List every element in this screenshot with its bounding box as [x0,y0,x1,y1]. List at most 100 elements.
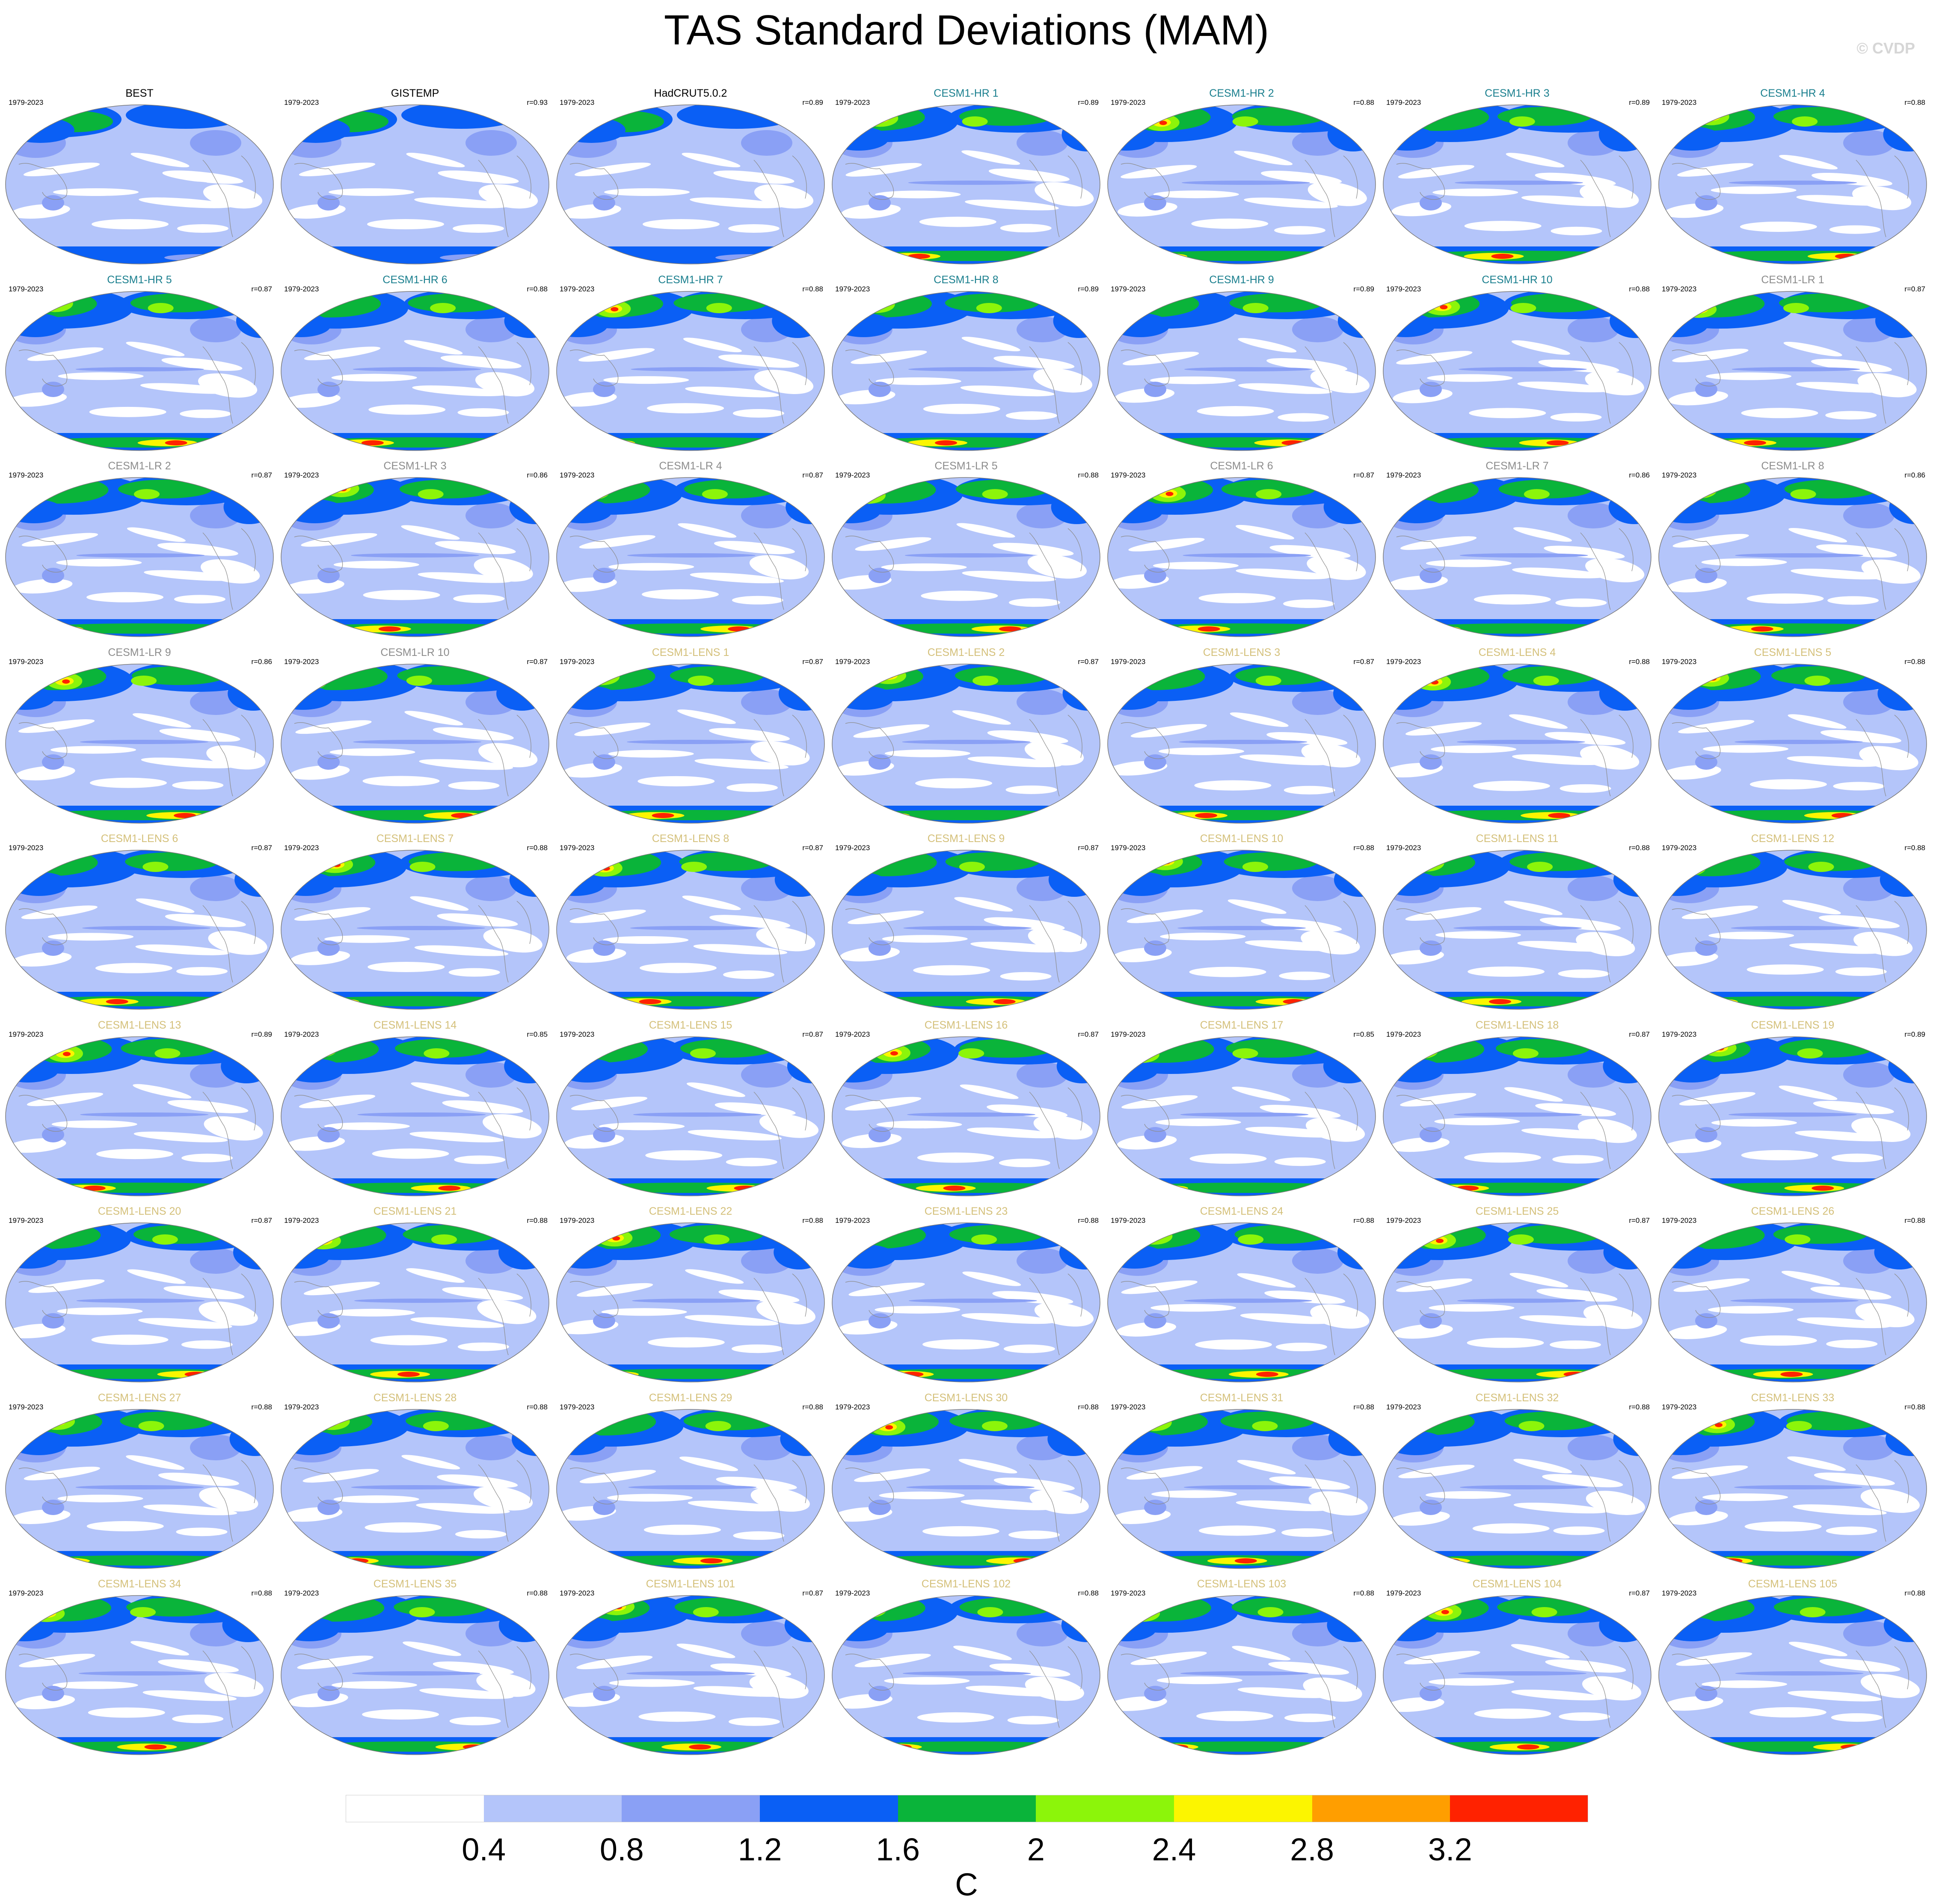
arctic-variance-region [1662,127,1722,151]
low-variance-band [683,337,742,352]
global-map [1658,1409,1927,1569]
global-map [1383,663,1651,824]
map-border [1383,291,1651,451]
low-variance-band [1857,373,1917,397]
panel-correlation: r=0.88 [1904,1403,1925,1411]
alaska-variance [133,489,160,499]
map-panel: CESM1-HR 3 1979-2023 r=0.89 [1379,86,1655,273]
antarctic-ring [1405,810,1636,820]
map-border [1383,104,1651,264]
low-variance-band [685,1269,744,1284]
low-variance-band [754,184,814,209]
panel-grid: BEST 1979-2023 GISTEMP 1979-2023 r=0.93 HadCR… [5,86,1927,1755]
map-border [832,104,1100,264]
arctic-variance-region [674,1598,769,1616]
alaska-variance [981,1421,1008,1431]
low-variance-band [1189,1153,1267,1164]
low-variance-band [1536,1288,1618,1302]
low-variance-band [1232,1646,1291,1661]
low-variance-band [1155,1118,1241,1126]
low-variance-band [1236,525,1295,540]
panel-period: 1979-2023 [835,1216,870,1225]
colorbar-tick: 3.2 [1428,1832,1472,1867]
panel-title: CESM1-HR 5 [107,273,172,286]
low-variance-band [961,336,1020,351]
map-panel: CESM1-LENS 30 1979-2023 r=0.88 [828,1391,1104,1578]
low-variance-band [416,1503,510,1514]
antarctic-max [326,999,349,1004]
low-variance-band [1740,221,1817,232]
global-map [1383,291,1651,451]
alaska-variance [409,1607,435,1617]
global-map [556,663,825,824]
low-variance-band [411,1082,470,1097]
global-map [832,1036,1100,1196]
equatorial-band [1735,553,1864,558]
australia-patch [869,568,891,583]
siberia-peak [22,857,42,866]
map-border [1383,477,1651,637]
siberia-max [317,1047,325,1052]
polar-cap [832,1754,1100,1755]
arctic-variance-region [1110,313,1170,337]
map-panel: CESM1-LR 10 1979-2023 r=0.87 [277,646,553,832]
coastline [1121,1087,1358,1169]
panel-period: 1979-2023 [284,1403,319,1411]
low-variance-band [1396,350,1473,365]
low-variance-band [297,1655,374,1670]
low-variance-band [1398,165,1475,179]
low-variance-band [433,1661,514,1675]
australia-patch [42,940,64,956]
colorbar-swatch [346,1795,484,1822]
low-variance-band [1310,368,1370,393]
antarctic-ring [1130,1741,1361,1752]
low-variance-band [1266,358,1348,371]
polar-cap [557,636,824,637]
low-variance-band [638,1711,716,1722]
arctic-variance-region [6,1409,102,1435]
alaska-variance [424,1048,450,1059]
polar-cap [1383,1754,1651,1755]
low-variance-band [970,941,1064,953]
low-variance-band [1227,899,1287,914]
panel-title: CESM1-LENS 4 [1478,646,1556,658]
arctic-variance-region [833,685,894,710]
antarctic-max [652,813,674,818]
polar-cap [6,1195,273,1196]
antarctic-ring [1681,1555,1912,1566]
map-border [1658,291,1927,451]
map-border [281,1222,549,1382]
low-variance-band [690,197,784,208]
coastline [1121,528,1358,610]
antarctic-ring [854,810,1085,820]
low-variance-band [1512,567,1606,578]
arctic-variance-region [281,1431,341,1455]
australia-patch [1420,568,1442,583]
antarctic-ring [303,437,534,448]
low-variance-band [1782,899,1841,914]
alaska-variance [962,116,988,127]
equatorial-band [352,1671,480,1676]
equatorial-band [76,553,205,558]
low-variance-band [299,1094,376,1108]
panel-title: CESM1-LENS 17 [1200,1019,1284,1031]
siberia-high-variance [584,668,620,685]
australia-patch [1420,1127,1442,1142]
arctic-variance-region [1504,1411,1599,1430]
coastline [294,1460,531,1542]
low-variance-band [418,572,512,583]
north-america-patch [465,130,517,156]
low-variance-band [142,1690,237,1701]
siberia-max [581,1424,589,1429]
north-america-patch [465,875,517,901]
low-variance-band [1513,1502,1608,1513]
alaska-variance [1508,1234,1534,1245]
arctic-variance-region [1047,1421,1099,1456]
low-variance-band [1405,721,1482,736]
low-variance-band [143,1504,237,1515]
low-variance-band [958,1459,1017,1474]
low-variance-band [967,756,1062,767]
siberia-max [890,1051,898,1056]
low-variance-band [1558,969,1610,978]
low-variance-band [414,945,509,956]
